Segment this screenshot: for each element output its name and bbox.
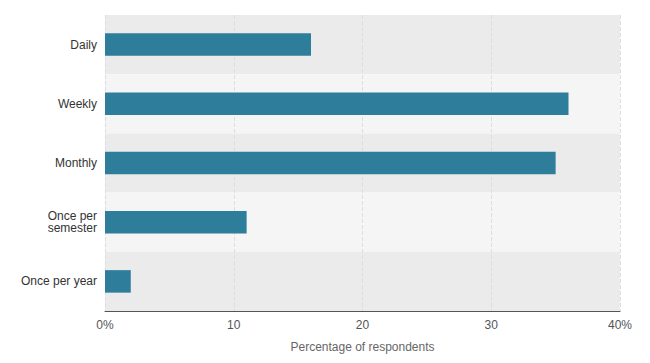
svg-text:Once per: Once per	[47, 209, 97, 224]
svg-text:Once per year: Once per year	[21, 274, 97, 288]
svg-text:10: 10	[227, 318, 241, 332]
svg-text:0%: 0%	[96, 318, 114, 332]
svg-text:40%: 40%	[608, 318, 632, 332]
svg-text:Monthly: Monthly	[55, 156, 97, 170]
svg-text:Weekly: Weekly	[58, 97, 97, 111]
svg-text:Percentage of respondents: Percentage of respondents	[290, 340, 434, 354]
svg-text:Daily: Daily	[70, 38, 97, 52]
svg-text:semester: semester	[48, 221, 97, 235]
svg-text:20: 20	[356, 318, 370, 332]
svg-text:30: 30	[485, 318, 499, 332]
